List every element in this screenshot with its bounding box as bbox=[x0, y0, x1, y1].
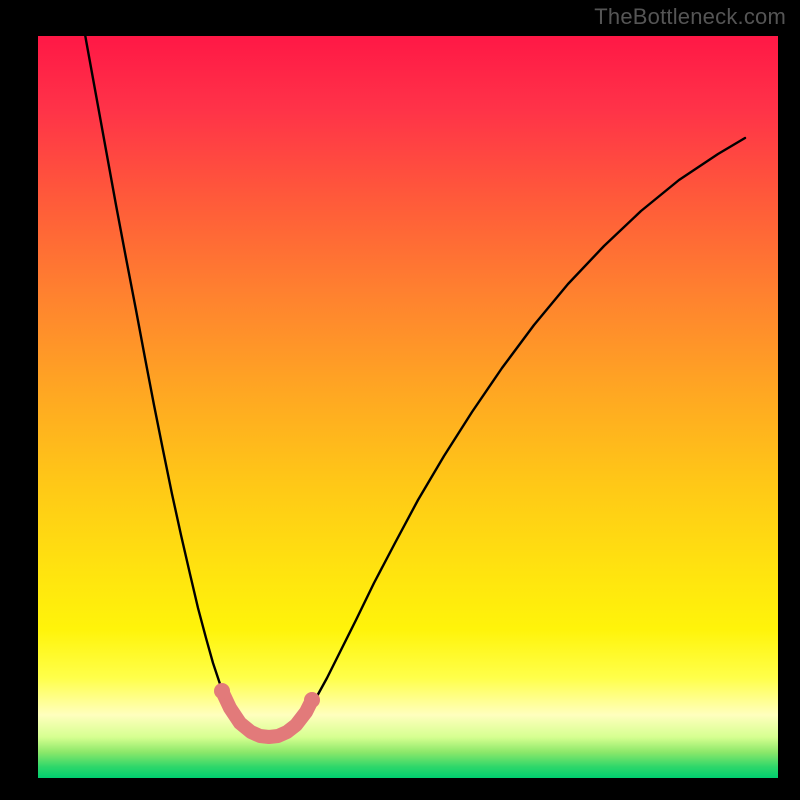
attribution-text: TheBottleneck.com bbox=[594, 4, 786, 30]
gradient-background bbox=[38, 36, 778, 778]
plot-area bbox=[38, 36, 778, 778]
optimal-range-endpoint-0 bbox=[214, 683, 230, 699]
optimal-range-endpoint-1 bbox=[304, 692, 320, 708]
bottleneck-chart-svg bbox=[38, 36, 778, 778]
